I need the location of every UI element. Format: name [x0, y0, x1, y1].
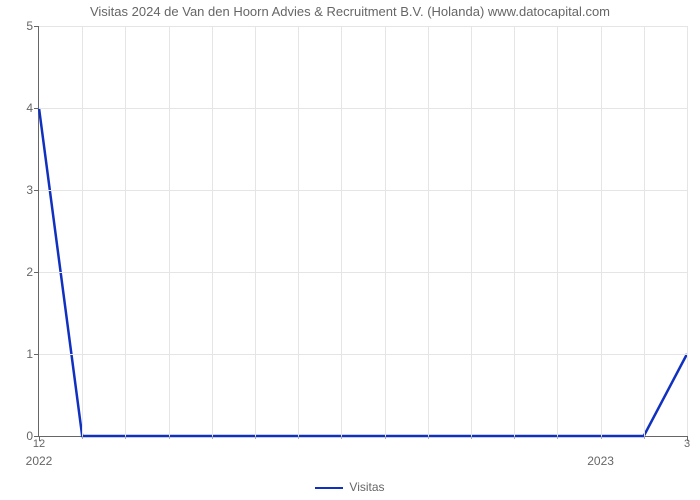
- gridline-v: [514, 26, 515, 436]
- gridline-v: [298, 26, 299, 436]
- x-minor-tick: [298, 436, 299, 439]
- x-minor-tick: [514, 436, 515, 439]
- y-tick-label: 2: [26, 265, 39, 279]
- gridline-v: [644, 26, 645, 436]
- x-minor-tick: [471, 436, 472, 439]
- x-minor-tick: [385, 436, 386, 439]
- gridline-v: [82, 26, 83, 436]
- x-minor-tick: [601, 436, 602, 439]
- y-tick-label: 3: [26, 183, 39, 197]
- chart-title: Visitas 2024 de Van den Hoorn Advies & R…: [0, 4, 700, 19]
- gridline-v: [385, 26, 386, 436]
- x-minor-tick: [644, 436, 645, 439]
- gridline-v: [601, 26, 602, 436]
- x-group-label: 2023: [587, 454, 614, 468]
- x-tick-label: 3: [684, 436, 690, 450]
- x-tick-label: 12: [33, 436, 45, 450]
- gridline-h: [39, 108, 687, 109]
- gridline-v: [341, 26, 342, 436]
- legend-swatch: [315, 487, 343, 489]
- gridline-v: [212, 26, 213, 436]
- gridline-v: [125, 26, 126, 436]
- x-minor-tick: [428, 436, 429, 439]
- gridline-h: [39, 354, 687, 355]
- gridline-v: [687, 26, 688, 436]
- plot-area: 01234512320222023: [38, 26, 687, 437]
- legend: Visitas: [0, 480, 700, 494]
- gridline-v: [557, 26, 558, 436]
- gridline-v: [428, 26, 429, 436]
- gridline-v: [471, 26, 472, 436]
- gridline-h: [39, 190, 687, 191]
- chart-container: Visitas 2024 de Van den Hoorn Advies & R…: [0, 0, 700, 500]
- x-minor-tick: [82, 436, 83, 439]
- gridline-v: [255, 26, 256, 436]
- y-tick-label: 1: [26, 347, 39, 361]
- x-minor-tick: [125, 436, 126, 439]
- x-minor-tick: [255, 436, 256, 439]
- y-tick-label: 4: [26, 101, 39, 115]
- y-tick-label: 5: [26, 19, 39, 33]
- x-minor-tick: [341, 436, 342, 439]
- x-group-label: 2022: [26, 454, 53, 468]
- gridline-h: [39, 26, 687, 27]
- x-minor-tick: [557, 436, 558, 439]
- legend-label: Visitas: [349, 480, 384, 494]
- gridline-v: [169, 26, 170, 436]
- gridline-h: [39, 272, 687, 273]
- x-minor-tick: [169, 436, 170, 439]
- line-series: [39, 26, 687, 436]
- x-minor-tick: [212, 436, 213, 439]
